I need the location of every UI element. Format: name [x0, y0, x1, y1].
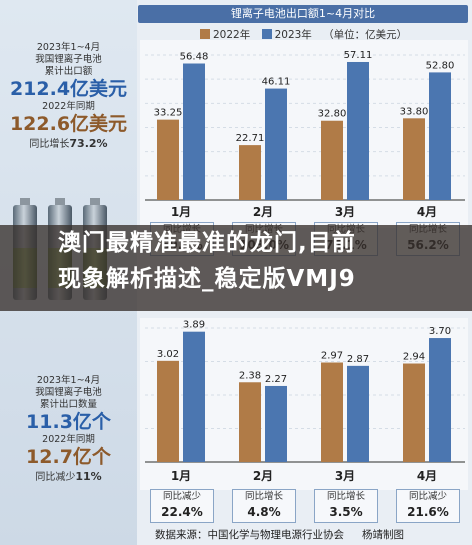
export-value-summary: 2023年1~4月 我国锂离子电池 累计出口额 212.4亿美元 2022年同期… [0, 42, 137, 152]
yoy-box: 同比减少 22.4% [150, 489, 214, 523]
bar-2022 [157, 360, 179, 462]
category-label: 3月 [335, 469, 355, 483]
bar-2023 [429, 72, 451, 200]
summary-prior-label: 2022年同期 [42, 434, 95, 446]
bar-2022 [403, 363, 425, 462]
data-label: 52.80 [426, 60, 455, 71]
summary-subject: 我国锂离子电池 [35, 53, 102, 65]
summary-period: 2023年1~4月 [36, 42, 101, 53]
yoy-label: 同比增长 [326, 491, 365, 502]
data-source: 数据来源：中国化学与物理电源行业协会 [155, 529, 344, 541]
summary-2023-value: 11.3亿个 [26, 410, 111, 433]
yoy-label: 同比减少 [408, 491, 447, 502]
yoy-box: 同比增长 4.8% [232, 489, 296, 523]
yoy-value: 3.5% [329, 505, 363, 519]
chart-legend: 2022年 2023年 （单位：亿美元） [200, 27, 407, 42]
legend-swatch-2023 [261, 29, 272, 39]
summary-2022-value: 122.6亿美元 [9, 113, 128, 136]
summary-metric: 累计出口数量 [39, 398, 97, 410]
bar-2022 [157, 119, 179, 200]
data-label: 3.89 [183, 320, 205, 331]
bar-2023 [183, 63, 205, 200]
export-quantity-summary: 2023年1~4月 我国锂离子电池 累计出口数量 11.3亿个 2022年同期 … [0, 375, 137, 485]
overlay-banner: 澳门最精准最准的龙门,目前 现象解析描述_稳定版VMJ9 [0, 225, 472, 311]
yoy-value: 21.6% [407, 505, 449, 519]
bar-2022 [239, 145, 261, 200]
footer: 数据来源：中国化学与物理电源行业协会 杨靖制图 [155, 527, 404, 542]
summary-growth: 同比减少11% [35, 470, 102, 483]
data-label: 2.38 [239, 370, 261, 381]
bar-2023 [347, 365, 369, 462]
bar-2023 [265, 385, 287, 462]
data-label: 2.87 [347, 354, 369, 365]
category-label: 4月 [417, 205, 437, 219]
bar-2022 [403, 118, 425, 200]
summary-2023-value: 212.4亿美元 [9, 77, 128, 100]
bar-2022 [239, 382, 261, 462]
yoy-box: 同比增长 3.5% [314, 489, 378, 523]
category-label: 2月 [253, 205, 273, 219]
summary-period: 2023年1~4月 [36, 375, 101, 386]
bar-2023 [347, 61, 369, 201]
chart-author: 杨靖制图 [362, 529, 404, 541]
category-label: 2月 [253, 469, 273, 483]
summary-subject: 我国锂离子电池 [35, 386, 102, 398]
banner-line-1: 澳门最精准最准的龙门,目前 [58, 230, 356, 256]
data-label: 2.97 [321, 351, 343, 362]
data-label: 46.11 [262, 77, 291, 88]
chart-title: 锂离子电池出口额1~4月对比 [138, 5, 468, 23]
legend-2022: 2022年 [213, 29, 251, 41]
data-label: 2.27 [265, 374, 287, 385]
yoy-value: 22.4% [161, 505, 203, 519]
data-label: 3.70 [429, 326, 451, 337]
summary-2022-value: 12.7亿个 [26, 446, 111, 469]
category-label: 1月 [171, 469, 191, 483]
legend-swatch-2022 [200, 29, 210, 39]
summary-prior-label: 2022年同期 [42, 101, 95, 113]
data-label: 33.80 [400, 106, 429, 117]
bar-2022 [321, 362, 343, 462]
bar-2023 [265, 88, 287, 200]
category-label: 3月 [335, 205, 355, 219]
legend-2023: 2023年 [274, 29, 312, 41]
data-label: 32.80 [318, 109, 347, 120]
yoy-value: 4.8% [247, 505, 281, 519]
bar-2023 [183, 331, 205, 462]
yoy-box: 同比减少 21.6% [396, 489, 460, 523]
banner-line-2: 现象解析描述_稳定版VMJ9 [58, 266, 356, 292]
summary-metric: 累计出口额 [44, 65, 93, 77]
category-label: 1月 [171, 205, 191, 219]
chart-unit: （单位：亿美元） [323, 29, 408, 41]
data-label: 56.48 [180, 52, 209, 63]
data-label: 57.11 [344, 50, 373, 61]
data-label: 22.71 [236, 133, 265, 144]
category-label: 4月 [417, 469, 437, 483]
bar-2023 [429, 338, 451, 462]
data-label: 33.25 [154, 108, 183, 119]
yoy-label: 同比增长 [244, 491, 283, 502]
data-label: 2.94 [403, 352, 425, 363]
data-label: 3.02 [157, 349, 179, 360]
bar-2022 [321, 120, 343, 200]
yoy-label: 同比减少 [162, 491, 201, 502]
summary-growth: 同比增长73.2% [29, 137, 108, 150]
